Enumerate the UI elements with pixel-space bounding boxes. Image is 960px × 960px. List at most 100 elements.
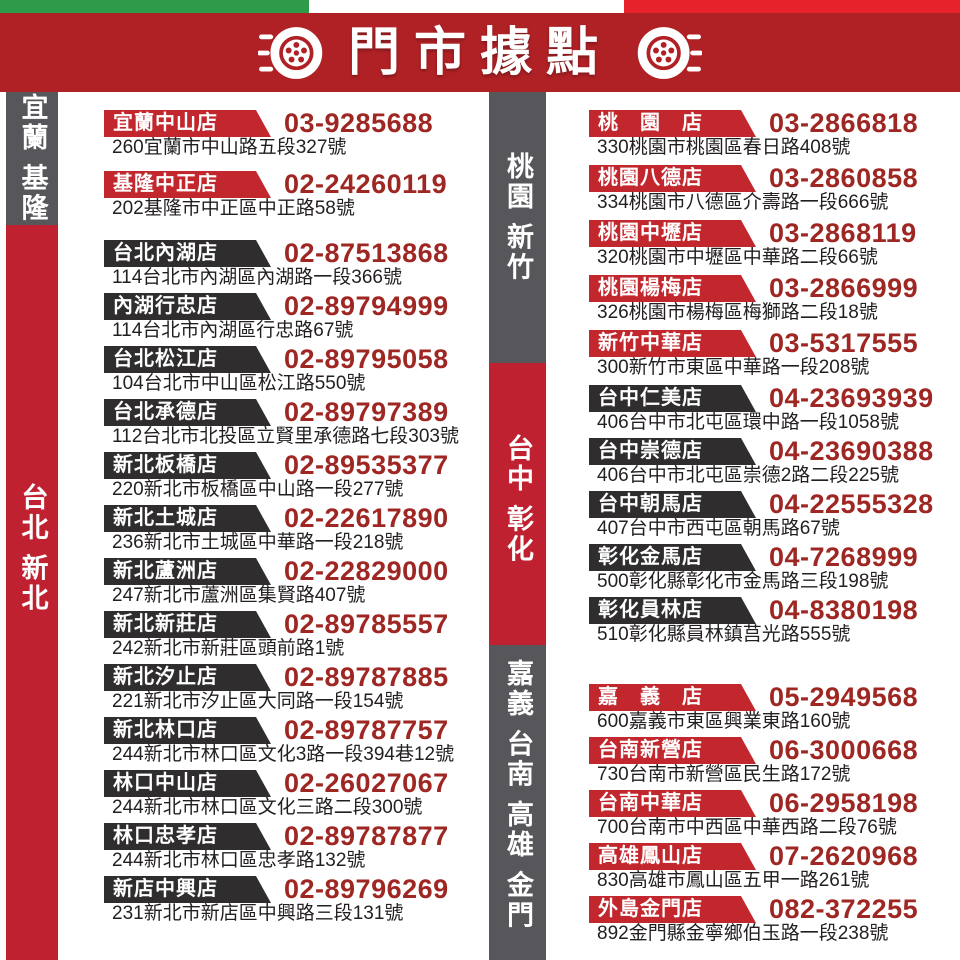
store-entry: 台北內湖店 02-87513868 114台北市內湖區內湖路一段366號 xyxy=(104,240,486,289)
store-name-badge: 林口中山店 xyxy=(104,770,271,797)
store-address: 114台北市內湖區內湖路一段366號 xyxy=(112,267,402,288)
italian-flag-stripe xyxy=(0,0,960,13)
store-address: 220新北市板橋區中山路一段277號 xyxy=(112,479,404,500)
store-name-badge: 嘉 義 店 xyxy=(589,684,756,711)
store-entry-header: 新北汐止店 02-89787885 xyxy=(104,664,486,691)
store-address: 700台南市中西區中華西路二段76號 xyxy=(597,817,897,838)
store-phone: 04-7268999 xyxy=(769,542,919,572)
store-name-badge: 林口忠孝店 xyxy=(104,823,271,850)
store-phone: 06-3000668 xyxy=(769,735,919,765)
flag-green-segment xyxy=(0,0,310,13)
store-entry: 內湖行忠店 02-89794999 114台北市內湖區行忠路67號 xyxy=(104,293,486,342)
store-address: 892金門縣金寧鄉伯玉路一段238號 xyxy=(597,923,889,944)
store-entry-header: 彰化員林店 04-8380198 xyxy=(589,597,957,624)
store-phone: 02-89787757 xyxy=(284,715,449,745)
store-address: 320桃園市中壢區中華路二段66號 xyxy=(597,247,878,268)
store-entry-header: 基隆中正店 02-24260119 xyxy=(104,171,486,198)
store-name-badge: 彰化金馬店 xyxy=(589,544,756,571)
store-entry-header: 宜蘭中山店 03-9285688 xyxy=(104,110,486,137)
store-list-right-column: 桃 園 店 03-2866818 330桃園市桃園區春日路408號 桃園八德店 03-2… xyxy=(589,110,957,949)
store-phone: 02-87513868 xyxy=(284,238,449,268)
region-label: 宜蘭 基隆 xyxy=(17,93,48,224)
store-entry: 桃 園 店 03-2866818 330桃園市桃園區春日路408號 xyxy=(589,110,957,159)
flag-red-segment xyxy=(623,0,960,13)
store-name-badge: 內湖行忠店 xyxy=(104,293,271,320)
store-entry: 台南中華店 06-2958198 700台南市中西區中華西路二段76號 xyxy=(589,790,957,839)
store-address: 326桃園市楊梅區梅獅路二段18號 xyxy=(597,302,878,323)
store-address: 202基隆市中正區中正路58號 xyxy=(112,198,355,219)
store-entry-header: 內湖行忠店 02-89794999 xyxy=(104,293,486,320)
store-name-badge: 彰化員林店 xyxy=(589,597,756,624)
store-entry: 新北林口店 02-89787757 244新北市林口區文化3路一段394巷12號 xyxy=(104,717,486,766)
store-phone: 04-22555328 xyxy=(769,489,934,519)
store-phone: 02-89794999 xyxy=(284,291,449,321)
store-entry: 新北土城店 02-22617890 236新北市土城區中華路一段218號 xyxy=(104,505,486,554)
store-entry-header: 台北承德店 02-89797389 xyxy=(104,399,486,426)
store-address: 231新北市新店區中興路三段131號 xyxy=(112,903,404,924)
store-name-badge: 外島金門店 xyxy=(589,896,756,923)
store-phone: 02-89535377 xyxy=(284,450,449,480)
store-entry-header: 桃園八德店 03-2860858 xyxy=(589,165,957,192)
store-entry: 宜蘭中山店 03-9285688 260宜蘭市中山路五段327號 xyxy=(104,110,486,159)
store-phone: 02-89787885 xyxy=(284,662,449,692)
store-entry: 桃園八德店 03-2860858 334桃園市八德區介壽路一段666號 xyxy=(589,165,957,214)
store-entry: 台南新營店 06-3000668 730台南市新營區民生路172號 xyxy=(589,737,957,786)
store-name-badge: 新店中興店 xyxy=(104,876,271,903)
store-address: 334桃園市八德區介壽路一段666號 xyxy=(597,192,889,213)
store-entry-header: 新北林口店 02-89787757 xyxy=(104,717,486,744)
store-name-badge: 新北板橋店 xyxy=(104,452,271,479)
header-banner: 門市據點 xyxy=(0,13,960,92)
store-phone: 02-89785557 xyxy=(284,609,449,639)
page-title: 門市據點 xyxy=(347,23,612,82)
store-entry: 新北新莊店 02-89785557 242新北市新莊區頭前路1號 xyxy=(104,611,486,660)
store-entry: 林口忠孝店 02-89787877 244新北市林口區忠孝路132號 xyxy=(104,823,486,872)
region-label: 台中 彰化 xyxy=(503,433,533,565)
store-name-badge: 新北新莊店 xyxy=(104,611,271,638)
store-entry: 台北松江店 02-89795058 104台北市中山區松江路550號 xyxy=(104,346,486,395)
store-name-badge: 台北承德店 xyxy=(104,399,271,426)
region-segment-taichung-changhua: 台中 彰化 xyxy=(489,363,546,645)
store-phone: 05-2949568 xyxy=(769,682,919,712)
store-group-taichung-changhua: 台中仁美店 04-23693939 406台中市北屯區環中路一段1058號 台中崇德店… xyxy=(589,385,957,646)
store-entry-header: 桃園中壢店 03-2868119 xyxy=(589,220,957,247)
flag-white-segment xyxy=(309,0,624,13)
store-phone: 04-23690388 xyxy=(769,436,934,466)
store-entry-header: 嘉 義 店 05-2949568 xyxy=(589,684,957,711)
store-entry: 新北蘆洲店 02-22829000 247新北市蘆洲區集賢路407號 xyxy=(104,558,486,607)
store-entry: 台中崇德店 04-23690388 406台中市北屯區崇德2路二段225號 xyxy=(589,438,957,487)
store-entry-header: 台中仁美店 04-23693939 xyxy=(589,385,957,412)
middle-region-sidebar: 桃園 新竹 台中 彰化 嘉義 台南 高雄 金門 xyxy=(489,92,546,960)
store-entry-header: 新店中興店 02-89796269 xyxy=(104,876,486,903)
store-entry-header: 台中朝馬店 04-22555328 xyxy=(589,491,957,518)
store-group-yilan-keelung: 宜蘭中山店 03-9285688 260宜蘭市中山路五段327號基隆中正店 02-24… xyxy=(104,110,486,220)
store-entry: 桃園楊梅店 03-2866999 326桃園市楊梅區梅獅路二段18號 xyxy=(589,275,957,324)
store-name-badge: 桃園中壢店 xyxy=(589,220,756,247)
store-address: 510彰化縣員林鎮莒光路555號 xyxy=(597,624,851,645)
store-address: 114台北市內湖區行忠路67號 xyxy=(112,320,354,341)
store-phone: 02-26027067 xyxy=(284,768,449,798)
store-name-badge: 台南中華店 xyxy=(589,790,756,817)
store-address: 406台中市北屯區崇德2路二段225號 xyxy=(597,465,899,486)
store-phone: 07-2620968 xyxy=(769,841,919,871)
region-label: 嘉義 台南 高雄 金門 xyxy=(503,658,533,931)
region-segment-chiayi-tainan-kaohsiung-kinmen: 嘉義 台南 高雄 金門 xyxy=(489,645,546,960)
store-name-badge: 台中仁美店 xyxy=(589,385,756,412)
store-phone: 02-89796269 xyxy=(284,874,449,904)
store-entry-header: 台南中華店 06-2958198 xyxy=(589,790,957,817)
store-entry-header: 台北松江店 02-89795058 xyxy=(104,346,486,373)
store-entry: 外島金門店 082-372255 892金門縣金寧鄉伯玉路一段238號 xyxy=(589,896,957,945)
store-phone: 02-22617890 xyxy=(284,503,449,533)
store-entry-header: 台南新營店 06-3000668 xyxy=(589,737,957,764)
store-list-left-column: 宜蘭中山店 03-9285688 260宜蘭市中山路五段327號基隆中正店 02-24… xyxy=(104,110,486,929)
store-address: 330桃園市桃園區春日路408號 xyxy=(597,137,851,158)
store-entry: 新北板橋店 02-89535377 220新北市板橋區中山路一段277號 xyxy=(104,452,486,501)
tire-wheel-icon xyxy=(257,18,332,88)
store-phone: 04-8380198 xyxy=(769,595,919,625)
store-phone: 03-5317555 xyxy=(769,328,919,358)
store-address: 830高雄市鳳山區五甲一路261號 xyxy=(597,870,870,891)
store-address: 730台南市新營區民生路172號 xyxy=(597,764,851,785)
store-entry: 林口中山店 02-26027067 244新北市林口區文化三路二段300號 xyxy=(104,770,486,819)
store-phone: 02-89787877 xyxy=(284,821,449,851)
store-entry-header: 林口忠孝店 02-89787877 xyxy=(104,823,486,850)
